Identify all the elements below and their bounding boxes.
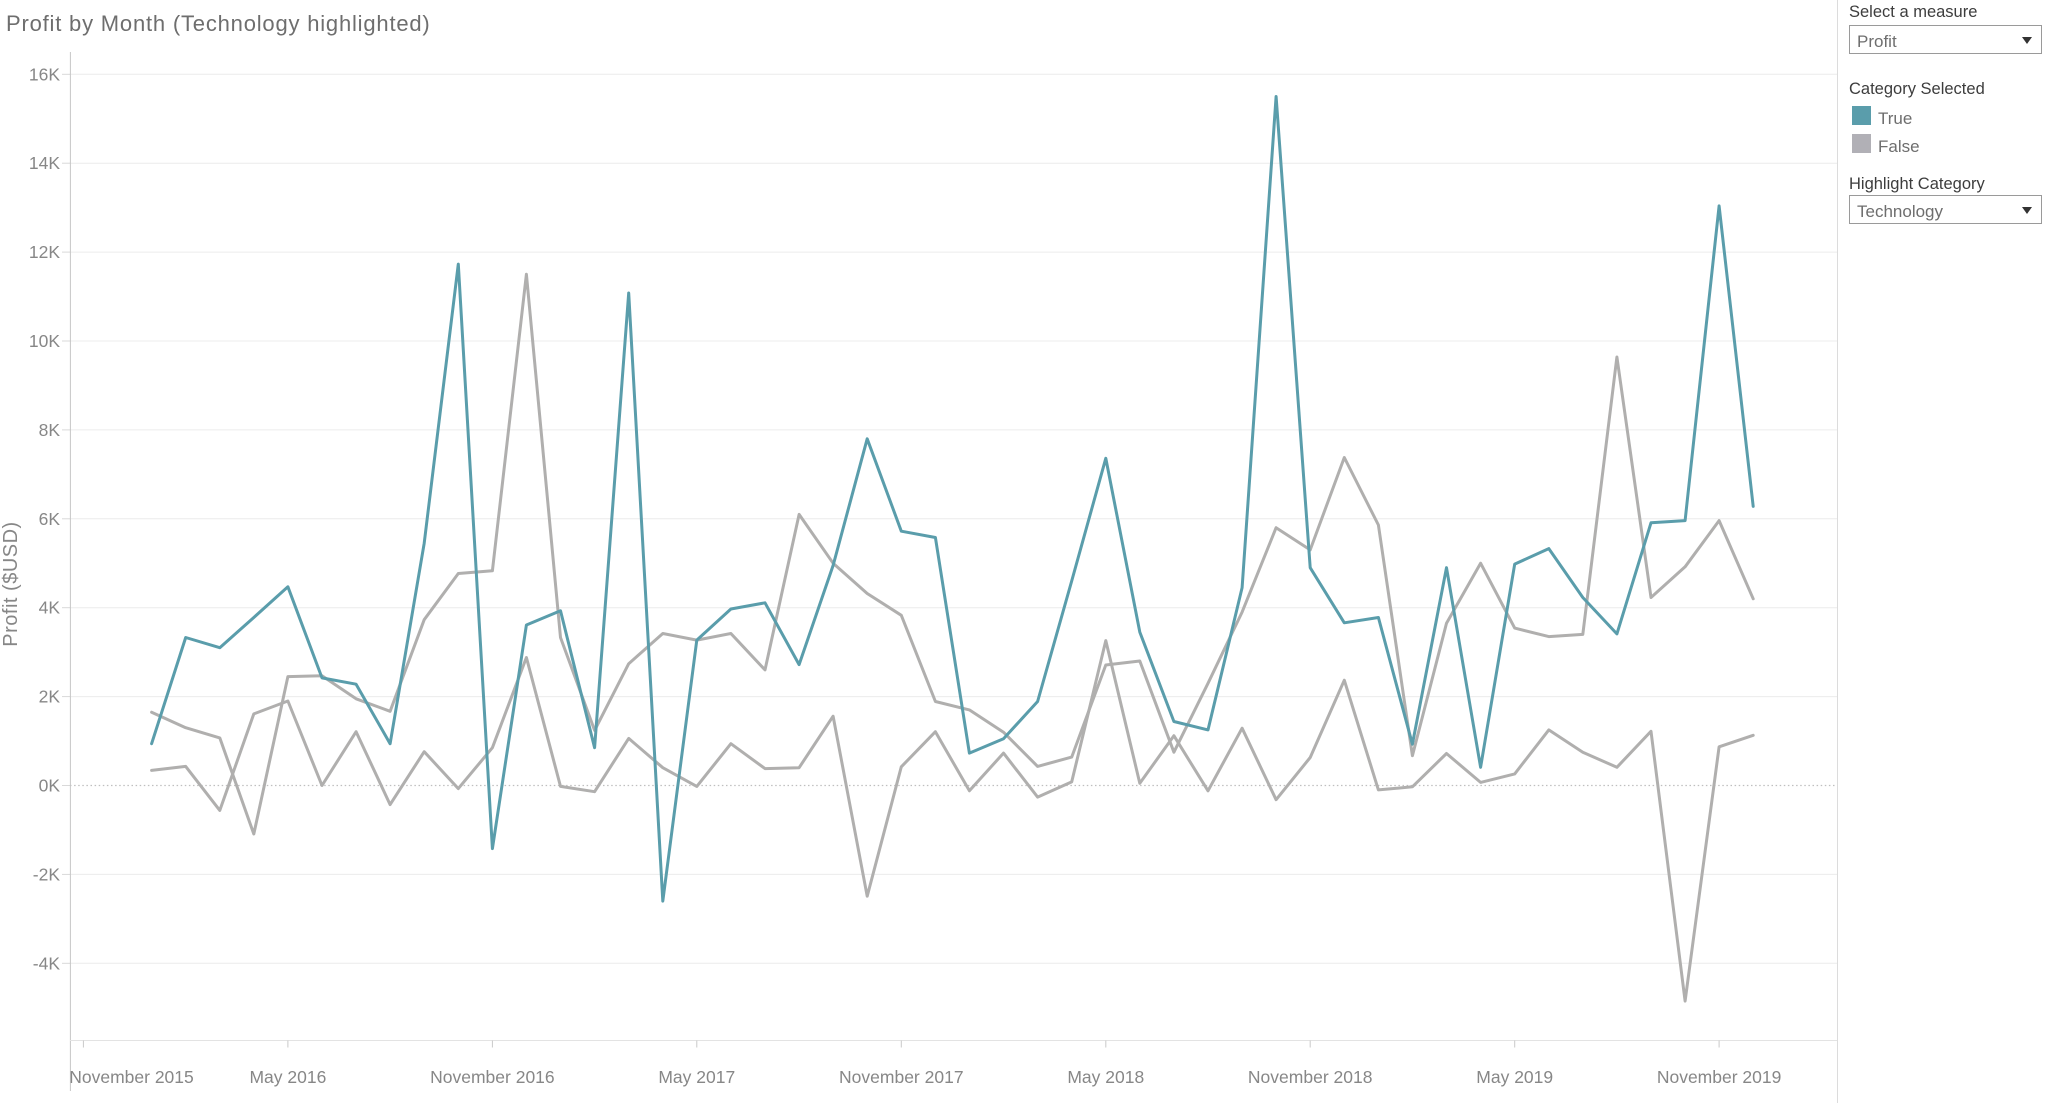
svg-text:0K: 0K bbox=[39, 776, 61, 796]
svg-text:16K: 16K bbox=[29, 64, 60, 84]
svg-text:November 2019: November 2019 bbox=[1657, 1067, 1782, 1087]
svg-text:4K: 4K bbox=[39, 598, 61, 618]
svg-text:November 2018: November 2018 bbox=[1248, 1067, 1373, 1087]
svg-text:May 2019: May 2019 bbox=[1476, 1067, 1553, 1087]
svg-text:-2K: -2K bbox=[33, 864, 61, 884]
svg-text:May 2018: May 2018 bbox=[1067, 1067, 1144, 1087]
svg-text:November 2016: November 2016 bbox=[430, 1067, 555, 1087]
svg-text:-4K: -4K bbox=[33, 953, 61, 973]
svg-text:8K: 8K bbox=[39, 420, 61, 440]
svg-text:May 2016: May 2016 bbox=[249, 1067, 326, 1087]
svg-text:November 2015: November 2015 bbox=[69, 1067, 194, 1087]
svg-text:November 2017: November 2017 bbox=[839, 1067, 964, 1087]
svg-text:May 2017: May 2017 bbox=[658, 1067, 735, 1087]
svg-text:12K: 12K bbox=[29, 242, 60, 262]
svg-text:2K: 2K bbox=[39, 687, 61, 707]
svg-text:10K: 10K bbox=[29, 331, 60, 351]
svg-text:6K: 6K bbox=[39, 509, 61, 529]
svg-text:14K: 14K bbox=[29, 153, 60, 173]
svg-text:Profit ($USD): Profit ($USD) bbox=[0, 521, 22, 646]
